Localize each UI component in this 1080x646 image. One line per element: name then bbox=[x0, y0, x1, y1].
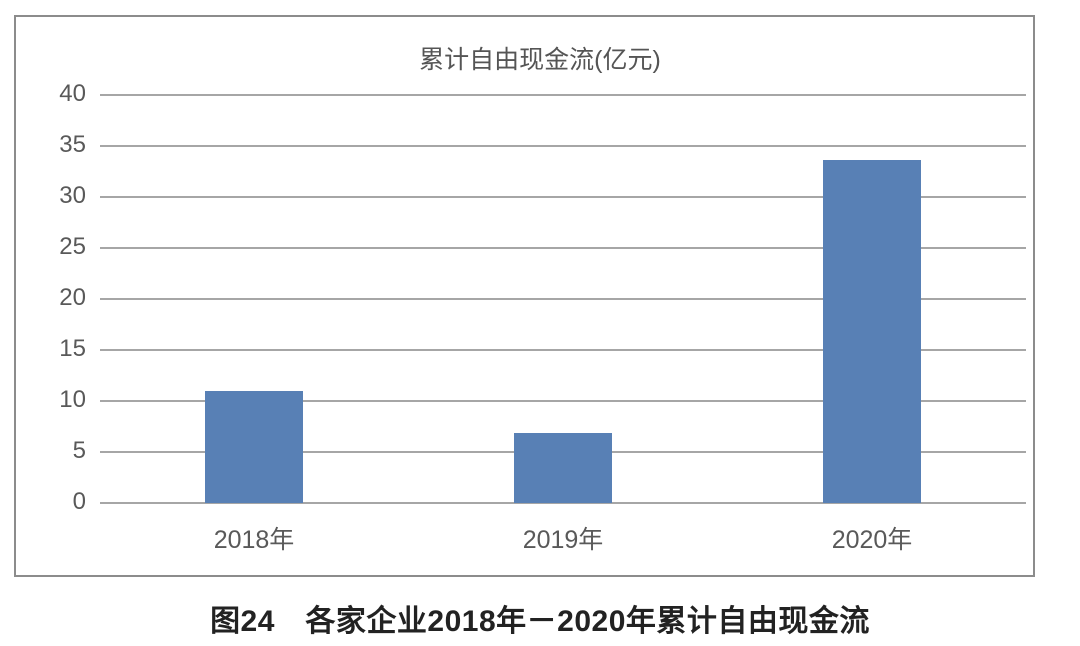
y-tick-label: 15 bbox=[59, 335, 86, 362]
y-tick-label: 10 bbox=[59, 386, 86, 413]
y-tick-label: 40 bbox=[59, 80, 86, 107]
bar-2020年 bbox=[823, 160, 921, 503]
y-tick-label: 30 bbox=[59, 182, 86, 209]
gridline bbox=[100, 349, 1026, 351]
x-tick-label: 2020年 bbox=[831, 526, 913, 554]
gridline bbox=[100, 145, 1026, 147]
x-tick-label: 2018年 bbox=[213, 526, 295, 554]
gridline bbox=[100, 94, 1026, 96]
gridline bbox=[100, 298, 1026, 300]
chart-title: 累计自由现金流(亿元) bbox=[419, 46, 661, 74]
gridline bbox=[100, 247, 1026, 249]
y-tick-label: 35 bbox=[59, 131, 86, 158]
bar-2019年 bbox=[514, 432, 612, 503]
y-tick-label: 20 bbox=[59, 284, 86, 311]
y-tick-label: 5 bbox=[72, 437, 86, 464]
y-tick-label: 25 bbox=[59, 233, 86, 260]
gridline bbox=[100, 400, 1026, 402]
figure-caption: 图24 各家企业2018年－2020年累计自由现金流 bbox=[210, 605, 870, 638]
gridline bbox=[100, 196, 1026, 198]
x-tick-label: 2019年 bbox=[522, 526, 604, 554]
y-tick-label: 0 bbox=[72, 488, 86, 515]
bar-2018年 bbox=[205, 390, 303, 503]
gridline bbox=[100, 502, 1026, 504]
